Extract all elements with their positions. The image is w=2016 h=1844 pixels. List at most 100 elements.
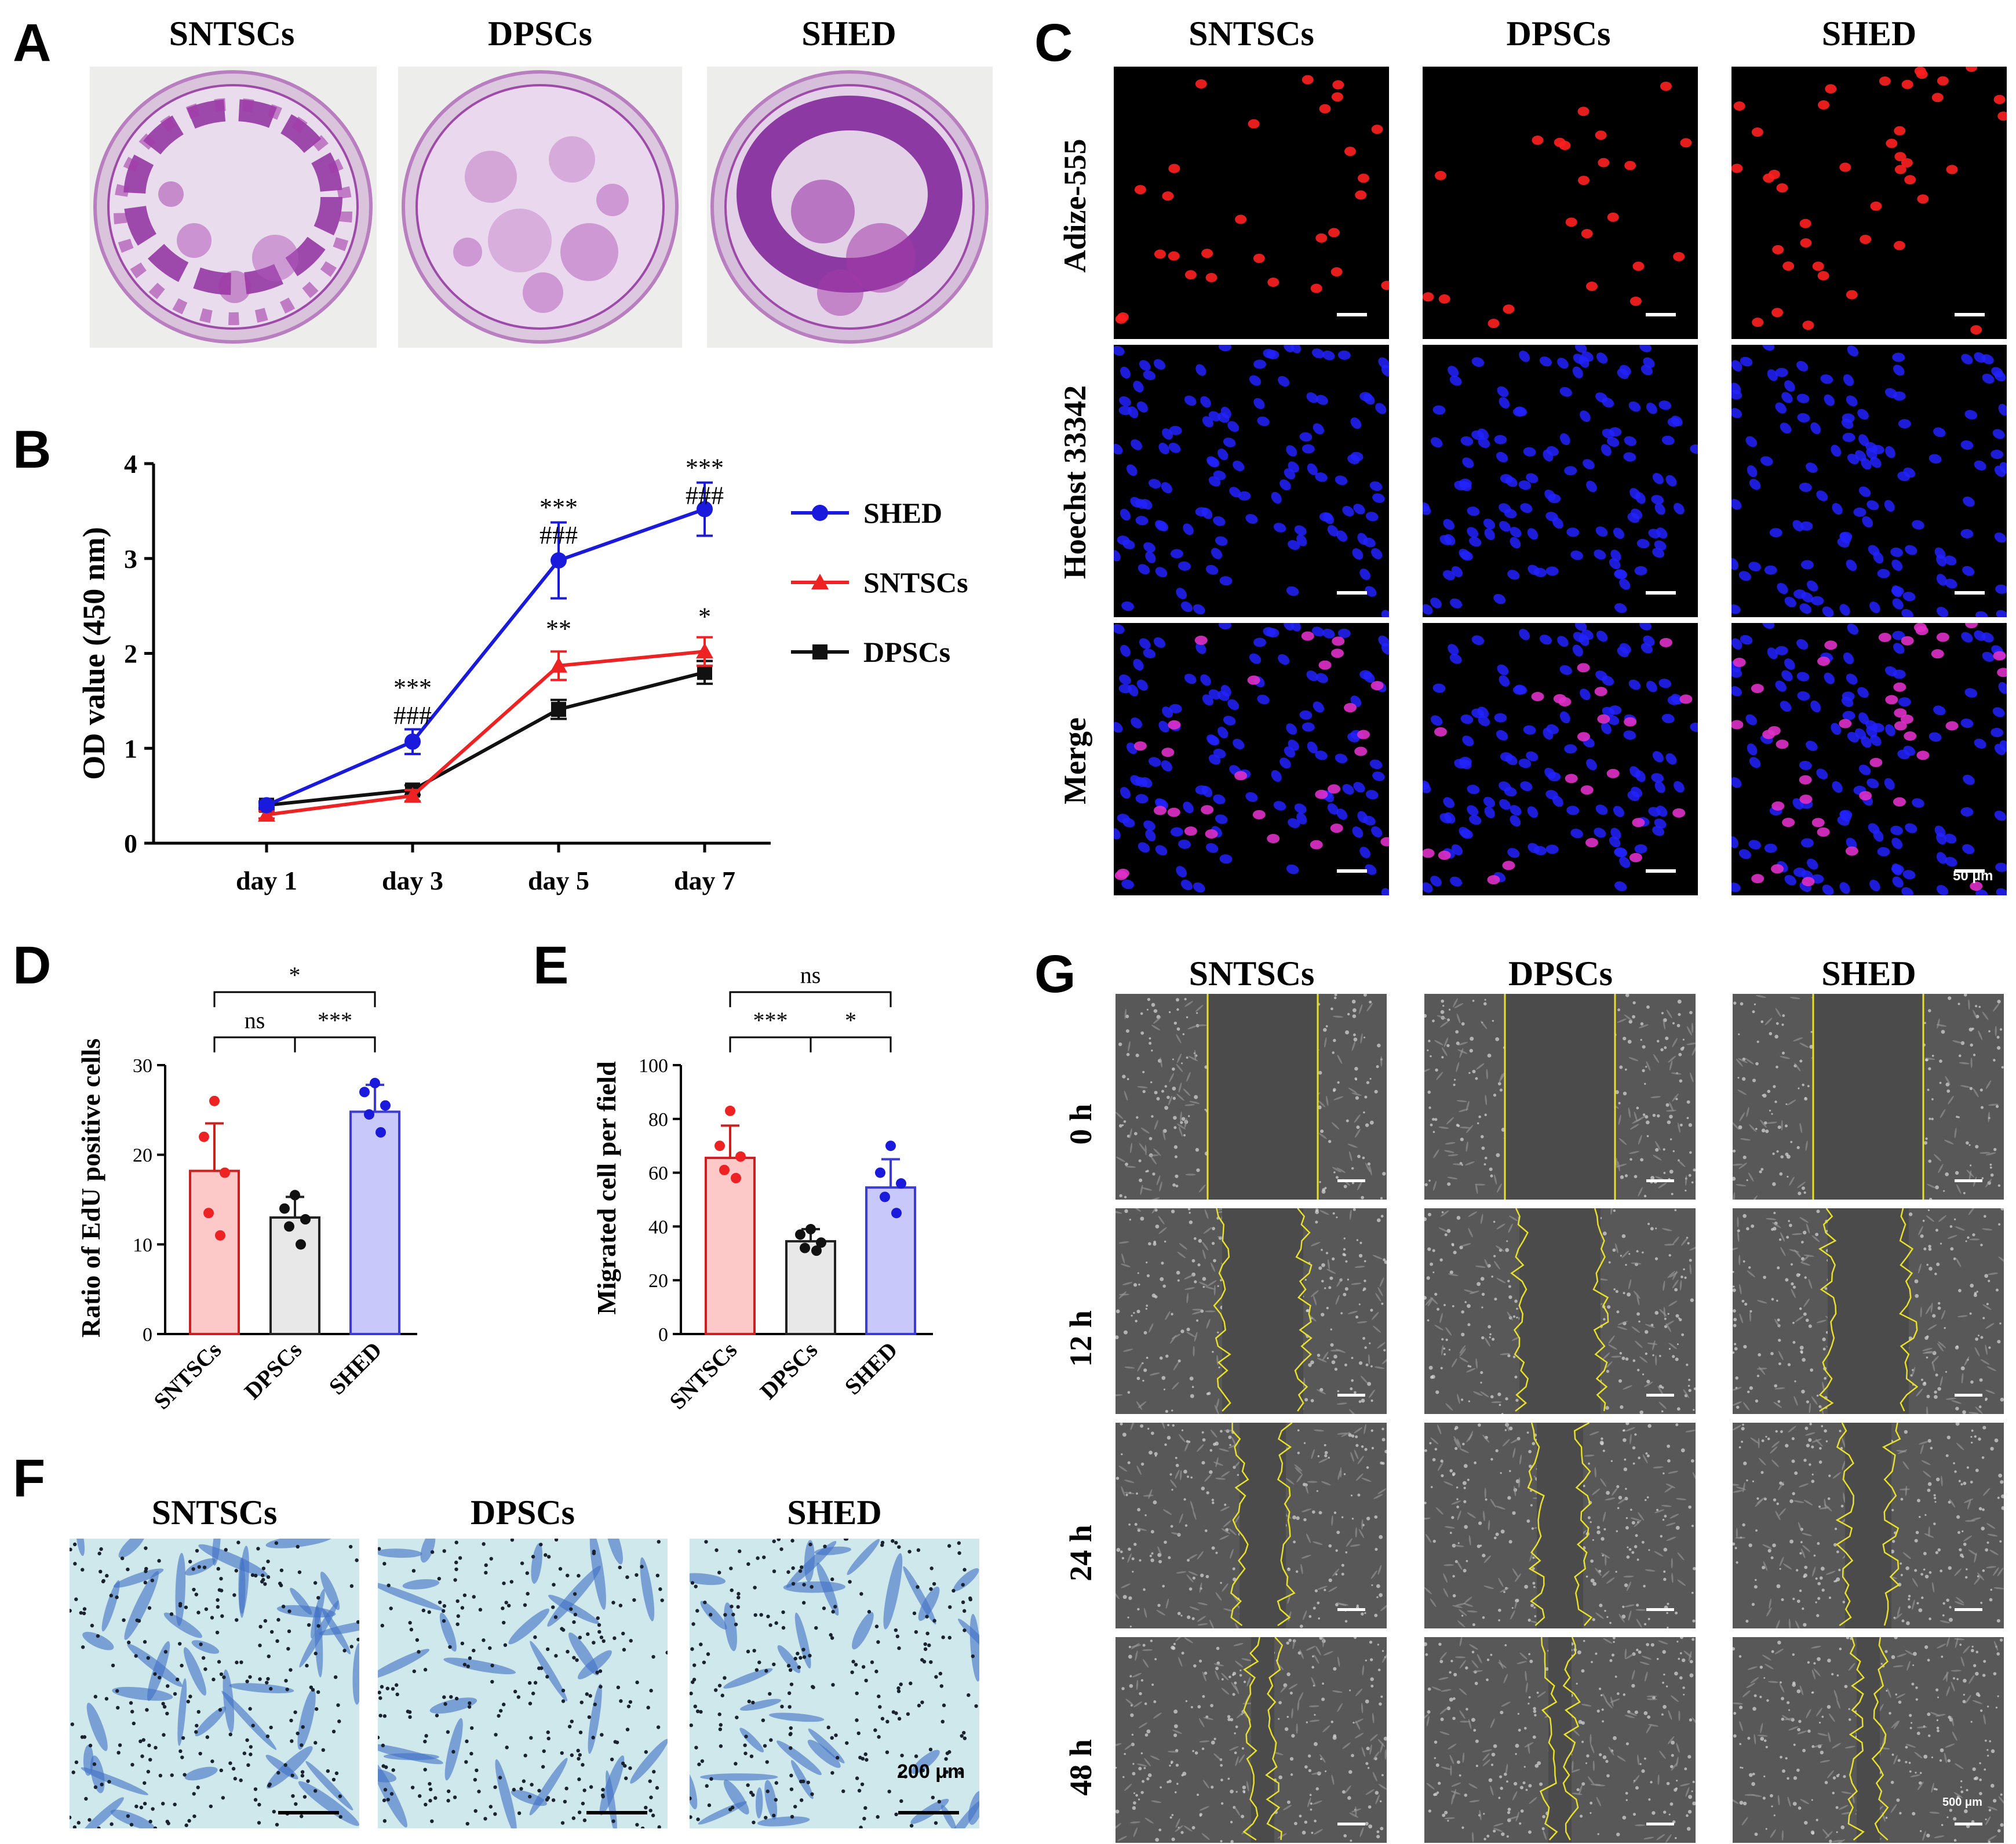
scratch-image-sntscs-0h — [1115, 994, 1387, 1200]
e-y-tick-label: 40 — [648, 1216, 668, 1238]
e-point — [731, 1172, 741, 1183]
e-significance-bracket — [810, 1036, 892, 1052]
panel-f-title-dpscs: DPSCs — [470, 1493, 575, 1532]
d-point — [284, 1221, 294, 1232]
fluorescence-red-shed — [1731, 67, 2007, 339]
panel-g-row-title-12h: 12 h — [1063, 1310, 1098, 1367]
e-significance-label: * — [845, 1007, 856, 1033]
b-point-sntscs — [258, 806, 275, 822]
panel-c-col-title-sntscs: SNTSCs — [1189, 14, 1314, 53]
e-point — [885, 1140, 896, 1151]
fluorescence-merge-dpscs — [1423, 623, 1698, 895]
d-y-tick-label: 0 — [143, 1324, 152, 1346]
b-annotation: * — [698, 602, 711, 631]
panel-c-col-title-shed: SHED — [1821, 14, 1917, 53]
panel-c-row-title-hoechst: Hoechst 33342 — [1058, 385, 1092, 580]
d-point — [279, 1203, 290, 1214]
b-point-shed — [258, 797, 275, 814]
b-legend-marker — [812, 505, 828, 521]
b-legend-label-shed: SHED — [863, 497, 942, 529]
scratch-image-shed-24h — [1733, 1423, 2004, 1628]
b-annotation: ### — [539, 521, 578, 549]
e-point — [880, 1191, 890, 1202]
panel-c-row-title-merge: Merge — [1058, 717, 1092, 804]
d-x-tick-label: DPSCs — [239, 1337, 307, 1405]
b-y-tick-label: 4 — [124, 449, 137, 479]
panel-g-scale-label: 500 μm — [1942, 1796, 1982, 1809]
e-point — [805, 1224, 816, 1235]
e-significance-label: ns — [800, 962, 821, 988]
b-point-sntscs — [550, 657, 567, 673]
e-point — [816, 1237, 826, 1248]
e-y-tick-label: 20 — [648, 1270, 668, 1292]
d-y-tick-label: 30 — [133, 1055, 152, 1077]
chart-b-legend: SHED SNTSCs DPSCs — [791, 497, 968, 668]
e-point — [811, 1245, 822, 1256]
panel-c-row-title-edu: Adize-555 — [1058, 139, 1092, 273]
d-significance-bracket — [213, 1036, 296, 1052]
fluorescence-merge-shed — [1731, 623, 2007, 895]
d-significance-label: ns — [245, 1007, 265, 1033]
fluorescence-blue-sntscs — [1114, 345, 1389, 617]
b-line-dpscs — [266, 670, 705, 807]
e-bar-shed — [865, 1186, 916, 1335]
fluorescence-blue-dpscs — [1423, 345, 1698, 617]
panel-label-g: G — [1034, 945, 1076, 1004]
chart-d: 0 10 20 30 Ratio of EdU positive cells SNTSCs… — [76, 962, 417, 1415]
b-legend-label-sntscs: SNTSCs — [863, 566, 968, 599]
d-significance-label: * — [289, 962, 301, 988]
e-point — [735, 1151, 746, 1162]
e-point — [875, 1167, 885, 1178]
e-point — [795, 1229, 805, 1240]
fluorescence-red-dpscs — [1423, 67, 1698, 339]
chart-b-annotations: ***###***###*****###* — [393, 453, 724, 730]
d-point — [209, 1095, 220, 1106]
e-point — [891, 1208, 902, 1219]
d-bar-dpscs — [269, 1216, 320, 1335]
b-annotation: ### — [686, 481, 724, 509]
b-annotation: ### — [393, 701, 432, 730]
b-point-sntscs — [404, 787, 421, 803]
e-bar-dpscs — [785, 1240, 836, 1336]
panel-g-row-title-24h: 24 h — [1063, 1525, 1098, 1581]
chart-b-axes: 0 1 2 3 4 day 1 day 3 day 5 day 7 OD value (450 n… — [76, 449, 771, 895]
scratch-image-dpscs-48h — [1424, 1637, 1696, 1843]
dish-image-shed — [707, 67, 993, 348]
scratch-image-shed-0h — [1733, 994, 2004, 1200]
e-x-tick-label: SNTSCs — [664, 1337, 742, 1415]
scratch-image-sntscs-12h — [1115, 1208, 1387, 1414]
panel-a-title-sntscs: SNTSCs — [169, 14, 295, 53]
panel-c-col-title-dpscs: DPSCs — [1506, 14, 1611, 53]
b-y-axis-label: OD value (450 nm) — [76, 527, 111, 779]
b-point-shed — [697, 501, 713, 518]
b-legend-marker — [811, 574, 829, 589]
b-x-tick-label: day 5 — [528, 866, 589, 895]
d-point — [203, 1208, 214, 1219]
e-point — [800, 1242, 810, 1253]
d-point — [296, 1239, 306, 1250]
dish-image-dpscs — [398, 67, 682, 348]
b-y-tick-label: 0 — [124, 829, 137, 858]
d-significance-bracket — [213, 991, 376, 1007]
d-significance-bracket — [294, 1036, 376, 1052]
d-point — [199, 1131, 209, 1142]
chart-b: 0 1 2 3 4 day 1 day 3 day 5 day 7 OD value (450 n… — [76, 449, 968, 895]
panel-label-d: D — [13, 936, 52, 995]
b-annotation: *** — [686, 453, 724, 482]
d-bar-sntscs — [189, 1169, 240, 1335]
d-significance-label: *** — [318, 1007, 352, 1033]
d-point — [376, 1127, 386, 1138]
panel-f-title-sntscs: SNTSCs — [151, 1493, 278, 1532]
d-point — [370, 1077, 380, 1088]
d-y-tick-label: 20 — [133, 1145, 152, 1167]
d-y-axis-label: Ratio of EdU positive cells — [76, 1038, 105, 1338]
d-point — [220, 1167, 230, 1178]
e-x-tick-label: DPSCs — [755, 1337, 823, 1405]
b-y-tick-label: 1 — [124, 734, 137, 763]
panel-label-e: E — [533, 936, 569, 995]
e-y-tick-label: 80 — [648, 1109, 668, 1131]
panel-label-c: C — [1034, 13, 1073, 72]
panel-a-title-shed: SHED — [801, 14, 896, 53]
b-legend-label-dpscs: DPSCs — [863, 636, 950, 668]
b-point-shed — [551, 552, 567, 569]
